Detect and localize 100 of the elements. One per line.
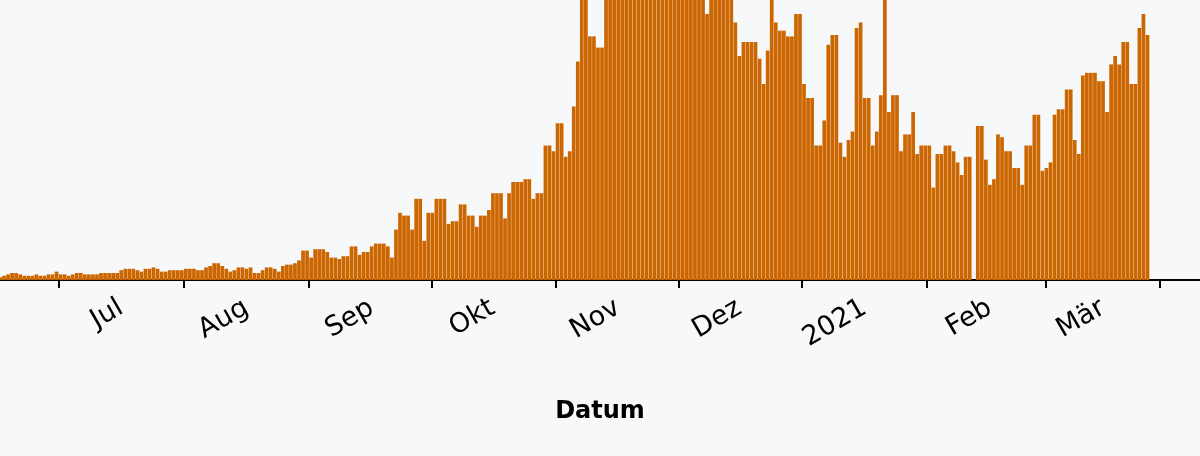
bar	[1064, 89, 1069, 280]
bar	[212, 263, 216, 280]
bar	[22, 275, 27, 280]
bar	[523, 179, 528, 280]
bar	[167, 270, 172, 280]
bar	[919, 145, 924, 280]
bar	[794, 14, 798, 280]
bar	[604, 0, 608, 280]
bar	[414, 198, 419, 280]
bar	[810, 98, 814, 280]
bar	[402, 215, 406, 280]
bar	[91, 274, 95, 280]
bar	[171, 270, 176, 280]
bar	[882, 0, 887, 280]
bar	[1093, 72, 1097, 280]
bar	[1008, 151, 1012, 280]
x-tick-label: Okt	[442, 290, 500, 342]
bar	[495, 193, 499, 280]
bar	[301, 250, 305, 280]
bar	[280, 266, 285, 280]
bar	[95, 274, 99, 280]
bar	[6, 274, 10, 280]
bar	[82, 274, 87, 280]
bar	[369, 246, 374, 280]
bar	[325, 252, 330, 280]
bar	[2, 275, 6, 280]
bar	[895, 95, 899, 280]
bar	[579, 0, 584, 280]
bar	[608, 0, 612, 280]
x-tick-label: Jul	[82, 290, 128, 335]
bar	[321, 249, 326, 280]
bar	[99, 273, 103, 280]
bar	[996, 134, 1000, 280]
bar	[18, 274, 23, 280]
bar	[333, 257, 338, 280]
bar	[127, 268, 132, 280]
bar	[769, 0, 774, 280]
bar	[426, 212, 431, 280]
bar	[386, 246, 390, 280]
bar	[701, 0, 705, 280]
bar	[685, 0, 689, 280]
bar	[891, 95, 895, 280]
bar	[1125, 42, 1130, 280]
bar	[62, 274, 67, 280]
bar	[680, 0, 685, 280]
bar	[963, 156, 968, 280]
bar	[285, 264, 289, 280]
bar	[519, 182, 524, 280]
bar	[866, 98, 871, 280]
bar	[87, 274, 91, 280]
bar	[1080, 75, 1085, 280]
bar	[377, 243, 382, 280]
bar	[624, 0, 629, 280]
bar	[289, 264, 293, 280]
x-tick-label: Aug	[191, 290, 253, 344]
bar	[216, 263, 221, 280]
bar	[693, 0, 697, 280]
bar	[30, 275, 35, 280]
bar	[1113, 56, 1118, 280]
bar	[668, 0, 673, 280]
bar	[70, 274, 75, 280]
bar	[717, 0, 722, 280]
bar	[131, 268, 136, 280]
bar	[923, 145, 928, 280]
bar	[398, 212, 402, 280]
bar	[293, 263, 297, 280]
bar	[119, 270, 124, 280]
bar	[123, 268, 128, 280]
bar	[14, 273, 19, 280]
x-axis-title: Datum	[555, 395, 645, 424]
bar	[515, 182, 520, 280]
bar	[224, 268, 229, 280]
bar	[381, 243, 386, 280]
bar	[664, 0, 669, 280]
bar	[26, 275, 31, 280]
bar	[1000, 137, 1004, 280]
bar	[107, 273, 111, 280]
bar	[527, 179, 532, 280]
bar	[66, 275, 71, 280]
bar	[628, 0, 633, 280]
bar	[317, 249, 322, 280]
bar	[192, 268, 196, 280]
bar	[305, 250, 309, 280]
bar	[268, 267, 273, 280]
bar	[713, 0, 718, 280]
bar	[1085, 72, 1089, 280]
bar	[781, 30, 786, 280]
bar	[373, 243, 378, 280]
bar	[184, 268, 188, 280]
bar	[228, 271, 233, 280]
bar	[798, 14, 802, 280]
bar	[903, 134, 907, 280]
bar	[418, 198, 423, 280]
bar	[967, 156, 972, 280]
bar	[632, 0, 637, 280]
bar	[103, 273, 107, 280]
bar	[470, 215, 475, 280]
bar	[721, 0, 726, 280]
bar	[272, 268, 277, 280]
bar	[1101, 81, 1105, 280]
